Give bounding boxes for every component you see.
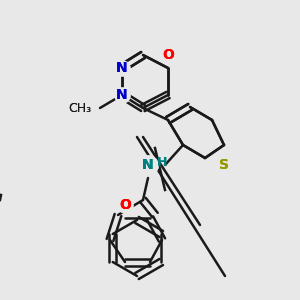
Text: O: O <box>162 48 174 62</box>
Text: H: H <box>157 157 167 169</box>
Text: CH₃: CH₃ <box>68 101 92 115</box>
Text: S: S <box>219 158 229 172</box>
Text: O: O <box>119 198 131 212</box>
Text: N: N <box>116 61 128 75</box>
Text: N: N <box>142 158 154 172</box>
Text: N: N <box>116 88 128 102</box>
Text: CH₃: CH₃ <box>68 101 92 115</box>
Text: N: N <box>142 158 154 172</box>
Text: O: O <box>119 198 131 212</box>
Text: O: O <box>162 48 174 62</box>
Text: N: N <box>116 88 128 102</box>
Text: H: H <box>157 157 167 169</box>
Text: S: S <box>219 158 229 172</box>
Text: N: N <box>116 61 128 75</box>
Text: N: N <box>142 158 154 172</box>
Text: O: O <box>119 198 131 212</box>
